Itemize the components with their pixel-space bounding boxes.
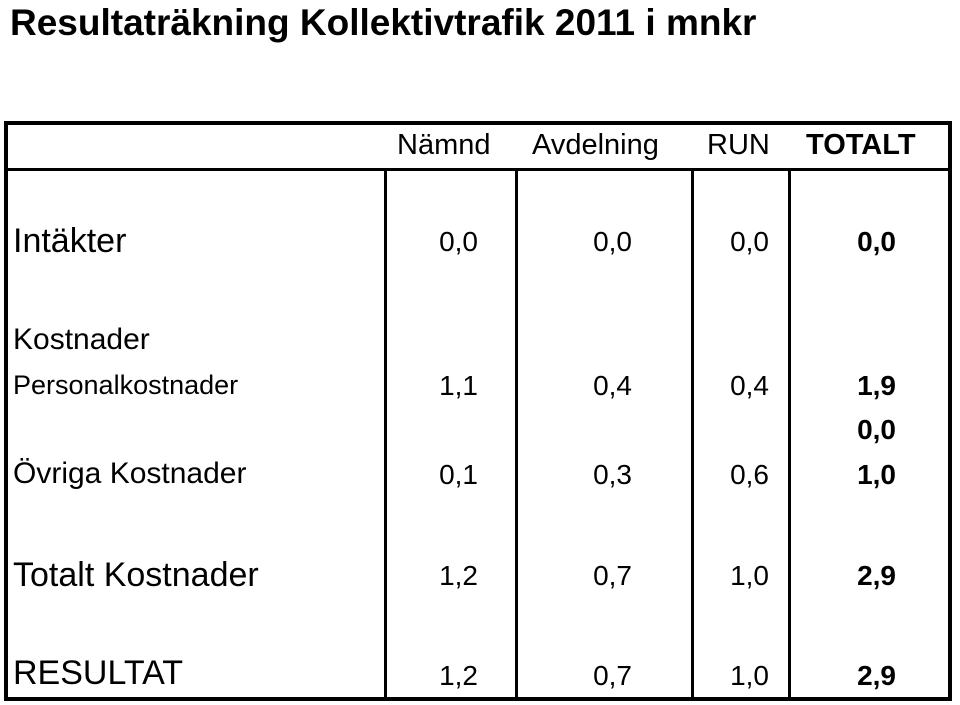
cell-totalt-run: 1,0 [730, 560, 769, 591]
column-divider-2 [515, 168, 518, 701]
cell-ovriga-run: 0,6 [730, 459, 769, 490]
cell-intakter-totalt: 0,0 [857, 226, 896, 257]
cell-totalt-avdelning: 0,7 [593, 560, 632, 591]
cell-totalt-totalt: 2,9 [857, 560, 896, 591]
header-divider [4, 168, 952, 171]
result-table [4, 121, 952, 701]
row-label-personalkostnader: Personalkostnader [13, 370, 239, 400]
cell-ovriga-totalt: 1,0 [857, 459, 896, 490]
cell-personal-run: 0,4 [730, 370, 769, 401]
column-header-avdelning: Avdelning [532, 129, 659, 161]
column-divider-4 [788, 168, 791, 701]
cell-personal-namnd: 1,1 [439, 370, 478, 401]
column-header-run: RUN [707, 129, 770, 161]
column-header-namnd: Nämnd [397, 129, 491, 161]
cell-ovriga-namnd: 0,1 [439, 459, 478, 490]
cell-personal-avdelning: 0,4 [593, 370, 632, 401]
cell-intakter-run: 0,0 [730, 226, 769, 257]
row-label-totalt-kostnader: Totalt Kostnader [13, 556, 259, 594]
row-label-kostnader: Kostnader [13, 323, 150, 356]
column-header-totalt: TOTALT [806, 129, 916, 161]
page-title: Resultaträkning Kollektivtrafik 2011 i m… [10, 2, 757, 43]
column-divider-1 [384, 168, 387, 701]
row-label-resultat: RESULTAT [13, 654, 184, 692]
cell-personal-totalt: 1,9 [857, 370, 896, 401]
row-label-ovriga-kostnader: Övriga Kostnader [13, 457, 247, 490]
cell-resultat-avdelning: 0,7 [593, 660, 632, 691]
row-label-intakter: Intäkter [13, 222, 127, 260]
cell-resultat-run: 1,0 [730, 660, 769, 691]
cell-blank-totalt: 0,0 [857, 414, 896, 445]
column-divider-3 [691, 168, 694, 701]
cell-resultat-totalt: 2,9 [857, 660, 896, 691]
cell-ovriga-avdelning: 0,3 [593, 459, 632, 490]
cell-resultat-namnd: 1,2 [439, 660, 478, 691]
cell-intakter-namnd: 0,0 [439, 226, 478, 257]
cell-intakter-avdelning: 0,0 [593, 226, 632, 257]
cell-totalt-namnd: 1,2 [439, 560, 478, 591]
